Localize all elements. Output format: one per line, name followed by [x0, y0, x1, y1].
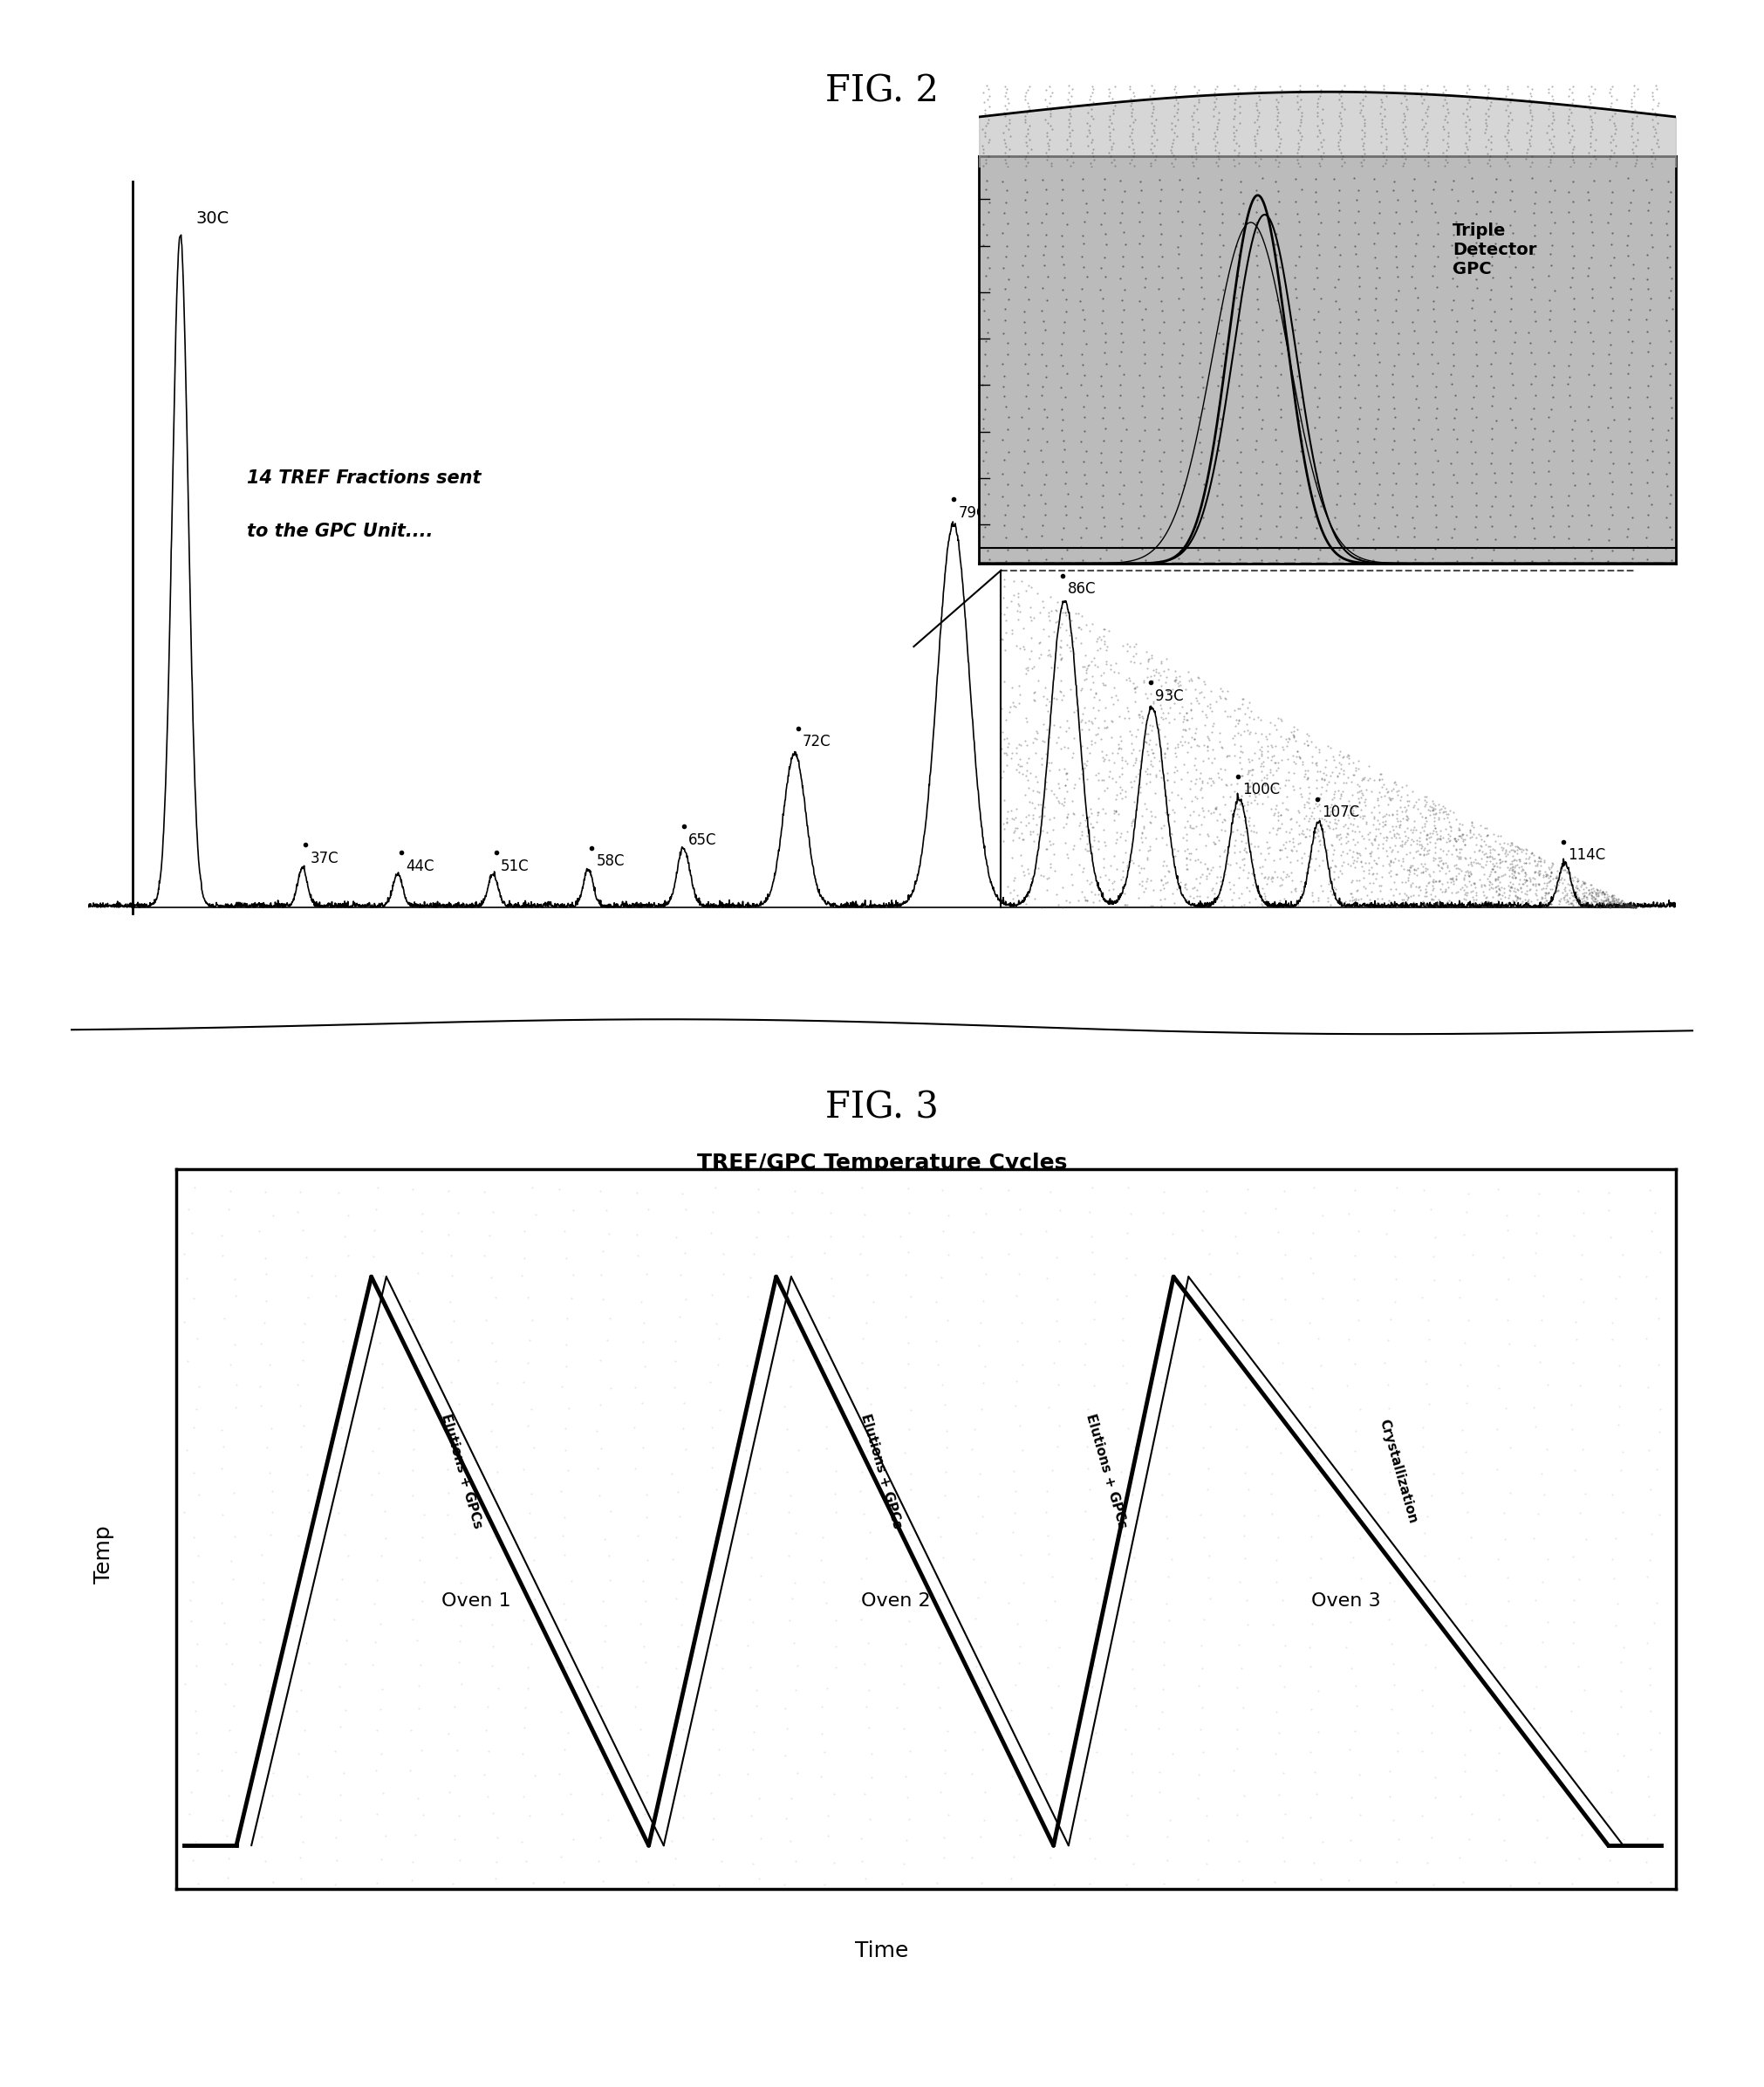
Text: 93C: 93C: [1155, 689, 1184, 703]
Text: Elutions + GPCs: Elutions + GPCs: [439, 1413, 483, 1530]
Text: 79C: 79C: [958, 505, 986, 522]
Text: FIG. 2: FIG. 2: [826, 73, 938, 111]
Text: Triple
Detector
GPC: Triple Detector GPC: [1454, 223, 1536, 278]
Text: 51C: 51C: [501, 858, 529, 874]
Text: TREF/GPC Temperature Cycles: TREF/GPC Temperature Cycles: [697, 1152, 1067, 1173]
Polygon shape: [1000, 570, 1637, 908]
Text: FIG. 3: FIG. 3: [826, 1089, 938, 1127]
Text: 58C: 58C: [596, 854, 624, 868]
Text: Elutions + GPCs: Elutions + GPCs: [1083, 1413, 1129, 1530]
Text: 107C: 107C: [1321, 806, 1360, 820]
Text: 65C: 65C: [688, 833, 716, 847]
Text: Time: Time: [856, 1941, 908, 1962]
Text: 44C: 44C: [406, 858, 434, 874]
Text: 30C: 30C: [196, 211, 229, 227]
Text: 37C: 37C: [310, 851, 339, 866]
Text: 72C: 72C: [803, 735, 831, 749]
Text: Oven 1: Oven 1: [441, 1592, 512, 1609]
Text: Crystallization: Crystallization: [1378, 1417, 1420, 1526]
Text: Elutions + GPCs: Elutions + GPCs: [859, 1413, 903, 1530]
Text: Oven 3: Oven 3: [1311, 1592, 1381, 1609]
Text: Oven 2: Oven 2: [861, 1592, 931, 1609]
Text: 100C: 100C: [1242, 783, 1281, 797]
Text: Temp: Temp: [93, 1526, 115, 1584]
Text: 14 TREF Fractions sent: 14 TREF Fractions sent: [247, 470, 482, 486]
Text: 86C: 86C: [1067, 582, 1095, 597]
Text: 114C: 114C: [1568, 847, 1605, 864]
Text: to the GPC Unit....: to the GPC Unit....: [247, 522, 434, 541]
